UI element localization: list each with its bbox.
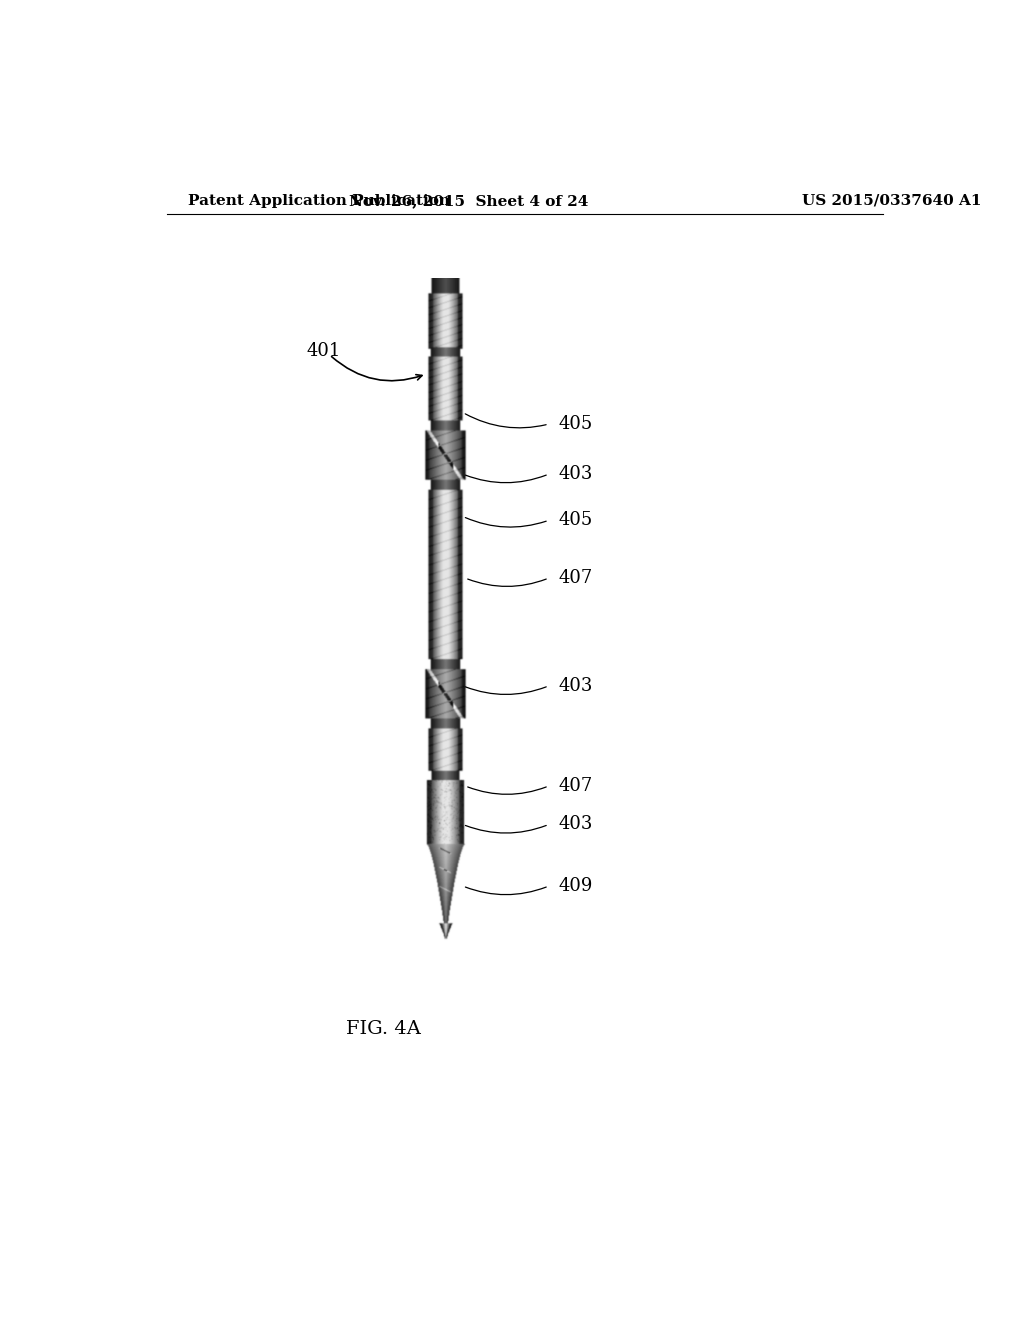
Text: 407: 407 (558, 569, 592, 587)
Text: 403: 403 (558, 465, 593, 483)
Text: 409: 409 (558, 876, 593, 895)
Text: 403: 403 (558, 816, 593, 833)
Text: Patent Application Publication: Patent Application Publication (188, 194, 451, 207)
Text: 405: 405 (558, 511, 592, 529)
Text: 405: 405 (558, 414, 592, 433)
Text: 401: 401 (306, 342, 341, 360)
Text: US 2015/0337640 A1: US 2015/0337640 A1 (802, 194, 982, 207)
Text: Nov. 26, 2015  Sheet 4 of 24: Nov. 26, 2015 Sheet 4 of 24 (349, 194, 589, 207)
Text: 403: 403 (558, 677, 593, 694)
Text: FIG. 4A: FIG. 4A (346, 1019, 421, 1038)
Text: 407: 407 (558, 777, 592, 795)
